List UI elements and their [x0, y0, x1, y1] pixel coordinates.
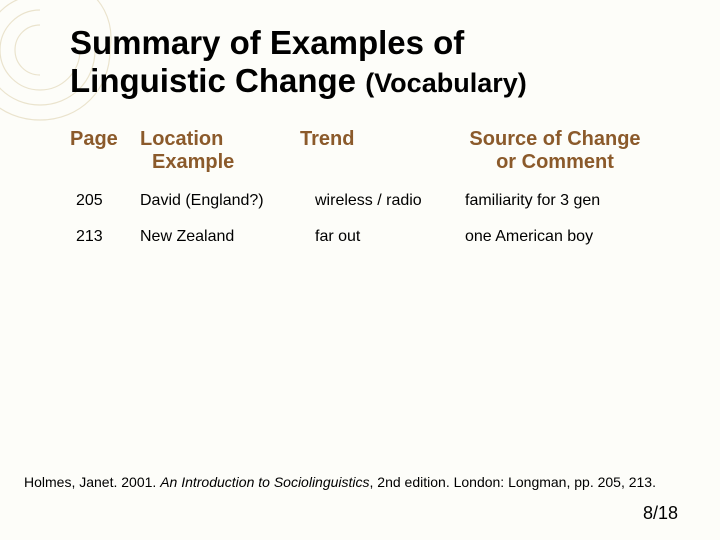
title-line-2-main: Linguistic Change	[70, 62, 365, 99]
table-row: 205 David (England?) wireless / radio fa…	[70, 192, 670, 210]
cell-source: familiarity for 3 gen	[465, 192, 670, 210]
citation-prefix: Holmes, Janet. 2001.	[24, 474, 160, 490]
slide: Summary of Examples of Linguistic Change…	[0, 0, 720, 540]
cell-source: one American boy	[465, 228, 670, 246]
cell-page: 205	[70, 192, 140, 210]
citation: Holmes, Janet. 2001. An Introduction to …	[24, 473, 690, 492]
title-line-1: Summary of Examples of	[70, 24, 464, 61]
cell-trend: far out	[315, 228, 465, 246]
citation-title: An Introduction to Sociolinguistics	[160, 474, 369, 490]
table-headers: Page Location Example Trend Source of Ch…	[70, 128, 670, 174]
cell-trend: wireless / radio	[315, 192, 465, 210]
citation-suffix: , 2nd edition. London: Longman, pp. 205,…	[370, 474, 656, 490]
title-line-2-sub: (Vocabulary)	[365, 68, 527, 98]
page-number: 8/18	[643, 503, 678, 524]
header-source: Source of Change or Comment	[440, 128, 670, 174]
cell-location: New Zealand	[140, 228, 315, 246]
header-location: Location Example	[140, 128, 300, 174]
header-page: Page	[70, 128, 140, 174]
cell-location: David (England?)	[140, 192, 315, 210]
slide-title: Summary of Examples of Linguistic Change…	[70, 24, 670, 100]
header-trend: Trend	[300, 128, 440, 174]
cell-page: 213	[70, 228, 140, 246]
table-row: 213 New Zealand far out one American boy	[70, 228, 670, 246]
